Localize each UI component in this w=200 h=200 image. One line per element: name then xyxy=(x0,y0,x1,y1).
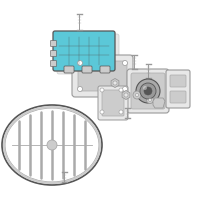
Circle shape xyxy=(124,93,128,97)
Polygon shape xyxy=(122,90,130,99)
Polygon shape xyxy=(111,78,119,88)
FancyBboxPatch shape xyxy=(170,75,186,87)
FancyBboxPatch shape xyxy=(170,91,186,103)
Circle shape xyxy=(136,79,160,103)
Ellipse shape xyxy=(2,105,102,185)
Circle shape xyxy=(78,86,83,92)
FancyBboxPatch shape xyxy=(78,61,127,91)
FancyBboxPatch shape xyxy=(82,66,92,73)
Circle shape xyxy=(140,83,156,99)
FancyBboxPatch shape xyxy=(98,86,128,120)
FancyBboxPatch shape xyxy=(53,31,115,71)
FancyBboxPatch shape xyxy=(100,66,110,73)
FancyBboxPatch shape xyxy=(57,34,119,74)
Circle shape xyxy=(122,60,128,66)
Circle shape xyxy=(133,91,141,99)
FancyBboxPatch shape xyxy=(50,50,57,56)
FancyBboxPatch shape xyxy=(102,90,124,116)
FancyBboxPatch shape xyxy=(166,70,190,108)
FancyBboxPatch shape xyxy=(50,40,57,46)
Circle shape xyxy=(144,87,152,95)
Circle shape xyxy=(146,97,154,104)
Circle shape xyxy=(119,88,123,92)
FancyBboxPatch shape xyxy=(72,55,133,97)
FancyBboxPatch shape xyxy=(64,66,74,73)
Circle shape xyxy=(122,86,128,92)
Ellipse shape xyxy=(5,108,99,182)
Circle shape xyxy=(119,110,123,114)
FancyBboxPatch shape xyxy=(50,60,57,66)
Circle shape xyxy=(47,140,57,150)
Circle shape xyxy=(100,88,104,92)
FancyBboxPatch shape xyxy=(131,73,165,109)
Circle shape xyxy=(113,81,117,85)
Polygon shape xyxy=(153,98,165,108)
Circle shape xyxy=(100,110,104,114)
FancyBboxPatch shape xyxy=(127,69,169,113)
Circle shape xyxy=(143,86,147,90)
Circle shape xyxy=(135,93,139,97)
Circle shape xyxy=(78,60,83,66)
Circle shape xyxy=(149,99,151,101)
